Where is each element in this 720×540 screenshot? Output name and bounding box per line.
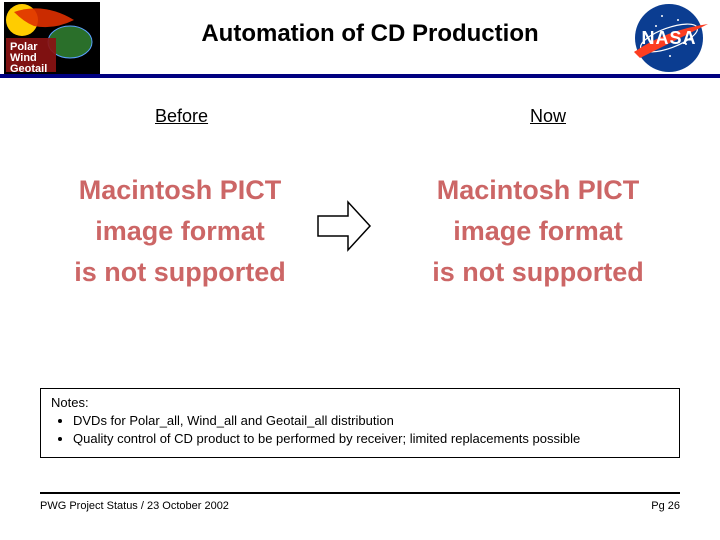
placeholder-line: Macintosh PICT (378, 170, 698, 211)
placeholder-line: image format (20, 211, 340, 252)
image-placeholder-before: Macintosh PICT image format is not suppo… (20, 170, 340, 293)
notes-bullet: Quality control of CD product to be perf… (73, 430, 669, 448)
footer-left: PWG Project Status / 23 October 2002 (40, 500, 229, 512)
column-label-now: Now (530, 106, 566, 127)
notes-heading: Notes: (51, 395, 669, 410)
svg-text:NASA: NASA (641, 28, 696, 48)
footer-right: Pg 26 (651, 500, 680, 512)
placeholder-line: image format (378, 211, 698, 252)
notes-bullet: DVDs for Polar_all, Wind_all and Geotail… (73, 412, 669, 430)
slide-title: Automation of CD Production (120, 20, 620, 48)
nasa-logo-svg: NASA (626, 2, 712, 74)
slide-title-text: Automation of CD Production (201, 20, 538, 47)
slide-header: Polar Wind Geotail Automation of CD Prod… (0, 0, 720, 78)
image-placeholder-now: Macintosh PICT image format is not suppo… (378, 170, 698, 293)
pwg-logo: Polar Wind Geotail (4, 2, 100, 74)
notes-list: DVDs for Polar_all, Wind_all and Geotail… (73, 412, 669, 447)
slide: Polar Wind Geotail Automation of CD Prod… (0, 0, 720, 540)
column-label-before: Before (155, 106, 208, 127)
notes-box: Notes: DVDs for Polar_all, Wind_all and … (40, 388, 680, 458)
pwg-logo-svg: Polar Wind Geotail (4, 2, 100, 74)
placeholder-line: Macintosh PICT (20, 170, 340, 211)
placeholder-line: is not supported (20, 252, 340, 293)
placeholder-line: is not supported (378, 252, 698, 293)
footer-rule (40, 492, 680, 494)
svg-text:Geotail: Geotail (10, 63, 47, 74)
arrow-right-icon (314, 194, 374, 258)
nasa-logo: NASA (626, 2, 712, 74)
